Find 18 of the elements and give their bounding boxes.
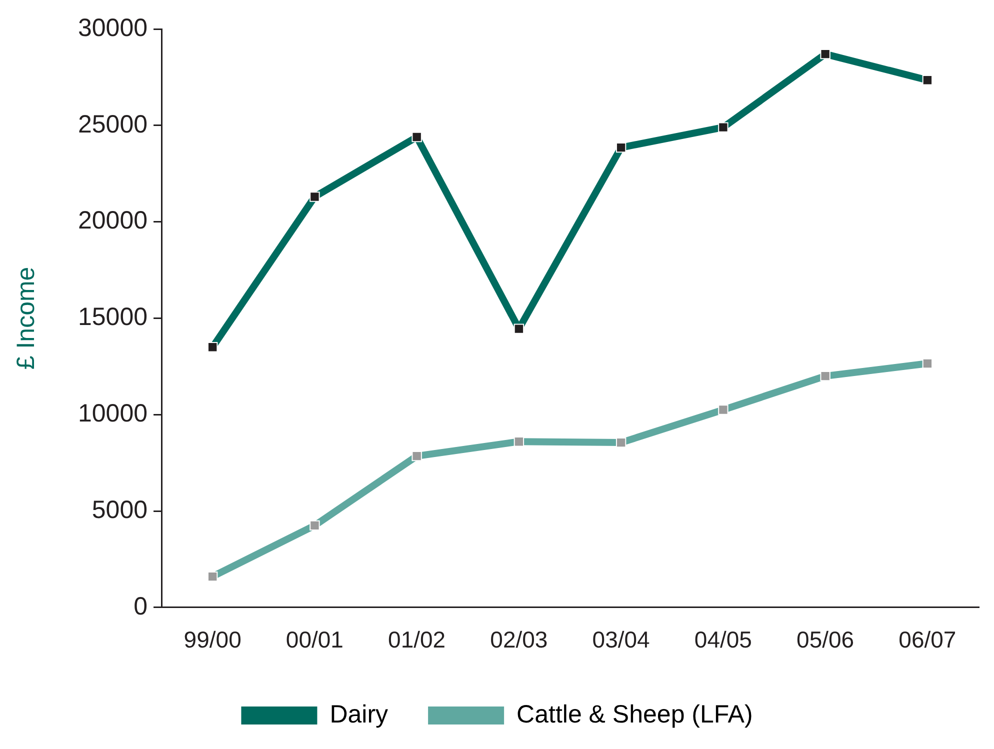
x-tick-label: 01/02	[388, 626, 446, 653]
legend-label: Cattle & Sheep (LFA)	[516, 700, 753, 728]
x-tick-label: 02/03	[490, 626, 548, 653]
y-tick-label: 30000	[78, 14, 148, 42]
x-tick-label: 06/07	[898, 626, 956, 653]
y-tick-label: 25000	[78, 110, 148, 138]
y-tick-label: 0	[134, 592, 148, 620]
y-tick-label: 5000	[92, 496, 148, 524]
y-tick-label: 20000	[78, 206, 148, 235]
x-tick-label: 05/06	[796, 626, 854, 653]
x-tick-label: 03/04	[592, 626, 650, 653]
x-tick-label: 00/01	[286, 626, 344, 653]
y-tick-label: 15000	[78, 303, 148, 332]
y-tick-label: 10000	[78, 399, 148, 428]
x-tick-label: 99/00	[184, 626, 242, 653]
x-tick-label: 04/05	[694, 626, 752, 653]
legend-label: Dairy	[330, 700, 389, 728]
y-axis-title: £ Income	[12, 266, 40, 370]
